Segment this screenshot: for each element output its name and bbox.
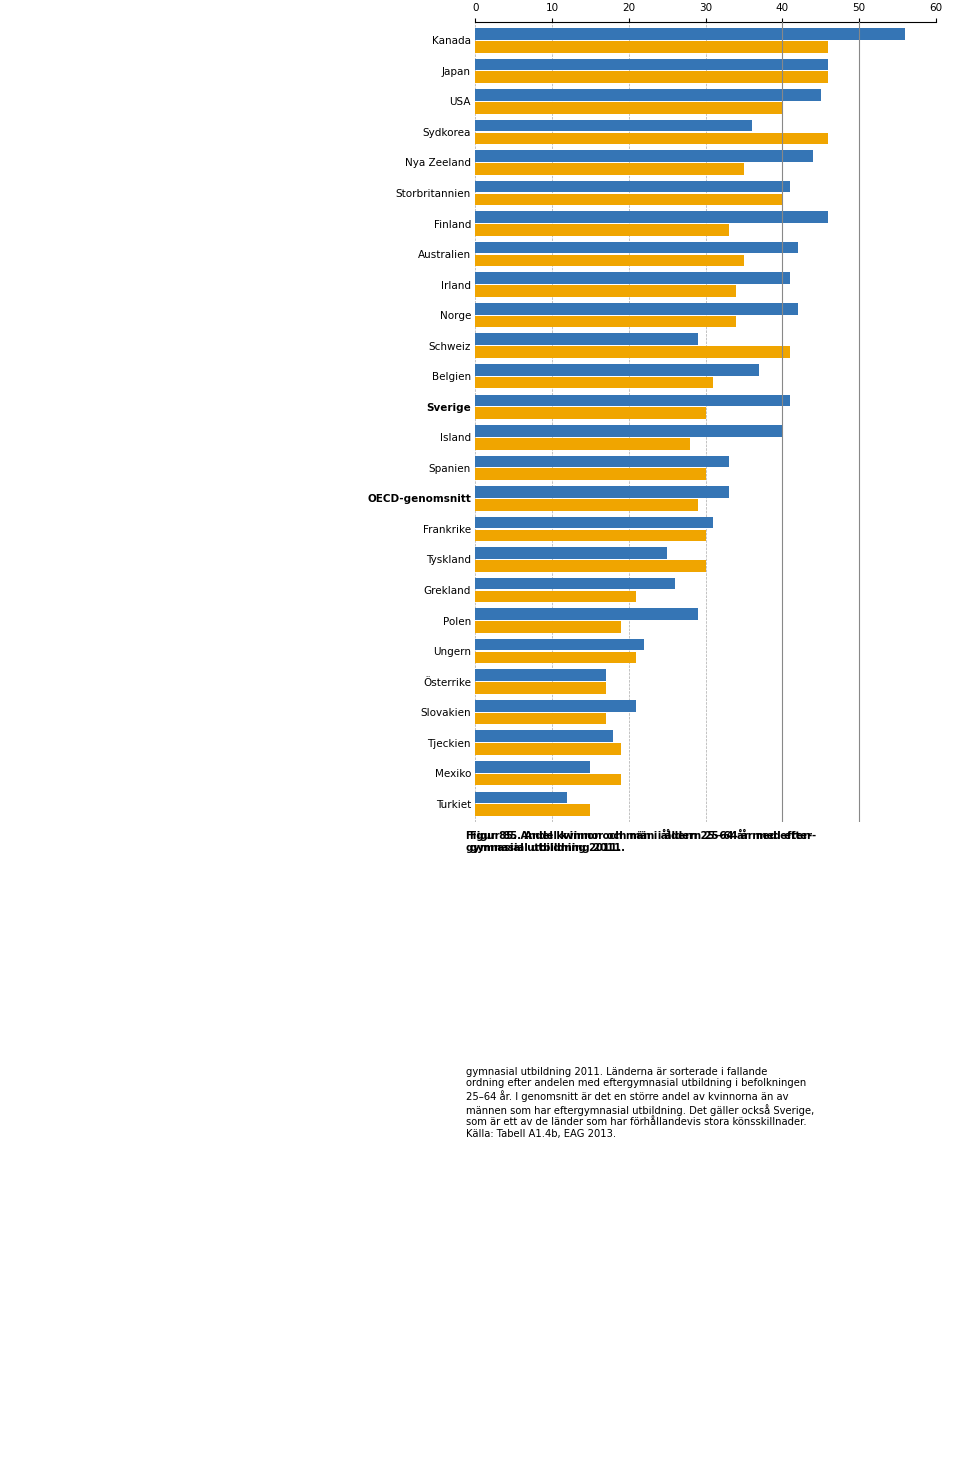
Bar xyxy=(475,41,828,53)
Bar xyxy=(475,377,713,389)
Bar xyxy=(475,426,782,436)
Bar xyxy=(475,150,813,161)
Bar xyxy=(475,731,613,743)
Bar xyxy=(475,608,698,619)
Bar xyxy=(475,120,752,131)
Bar xyxy=(475,346,790,358)
Bar xyxy=(475,590,636,602)
Text: Figur 85. Andel kvinnor och män i åldern 25–64 år med efter-
gymnasial utbildnin: Figur 85. Andel kvinnor och män i åldern… xyxy=(466,829,812,853)
Bar xyxy=(475,517,713,528)
Bar xyxy=(475,499,698,511)
Bar xyxy=(475,132,828,144)
Bar xyxy=(475,713,606,724)
Text: gymnasial utbildning 2011. Länderna är sorterade i fallande
ordning efter andele: gymnasial utbildning 2011. Länderna är s… xyxy=(466,1066,814,1139)
Bar xyxy=(475,437,690,449)
Bar xyxy=(475,530,706,542)
Bar xyxy=(475,103,782,113)
Bar xyxy=(475,72,828,84)
Bar xyxy=(475,561,706,571)
Bar xyxy=(475,316,736,327)
Bar xyxy=(475,225,729,236)
Bar xyxy=(475,302,798,314)
Bar xyxy=(475,285,736,297)
Bar xyxy=(475,59,828,70)
Bar xyxy=(475,181,790,192)
Bar xyxy=(475,90,821,101)
Bar xyxy=(475,683,606,694)
Bar xyxy=(475,700,636,712)
Bar xyxy=(475,486,729,498)
Bar xyxy=(475,194,782,206)
Bar xyxy=(475,408,706,418)
Bar xyxy=(475,548,667,559)
Bar xyxy=(475,669,606,681)
Bar xyxy=(475,468,706,480)
Bar xyxy=(475,455,729,467)
Bar xyxy=(475,28,905,40)
Bar xyxy=(475,804,590,816)
Bar xyxy=(475,639,644,650)
Bar xyxy=(475,395,790,407)
Bar xyxy=(475,163,744,175)
Bar xyxy=(475,760,590,772)
Bar xyxy=(475,211,828,223)
Bar xyxy=(475,255,744,266)
Bar xyxy=(475,791,567,803)
Bar xyxy=(475,621,621,633)
Bar xyxy=(475,652,636,664)
Text: Figur 85. Andel kvinnor och män i åldern 25–64 år med efter-
gymnasial utbildnin: Figur 85. Andel kvinnor och män i åldern… xyxy=(470,829,817,853)
Bar xyxy=(475,578,675,589)
Bar xyxy=(475,242,798,254)
Bar xyxy=(475,273,790,283)
Bar xyxy=(475,774,621,785)
Bar xyxy=(475,743,621,755)
Bar xyxy=(475,364,759,376)
Bar xyxy=(475,333,698,345)
